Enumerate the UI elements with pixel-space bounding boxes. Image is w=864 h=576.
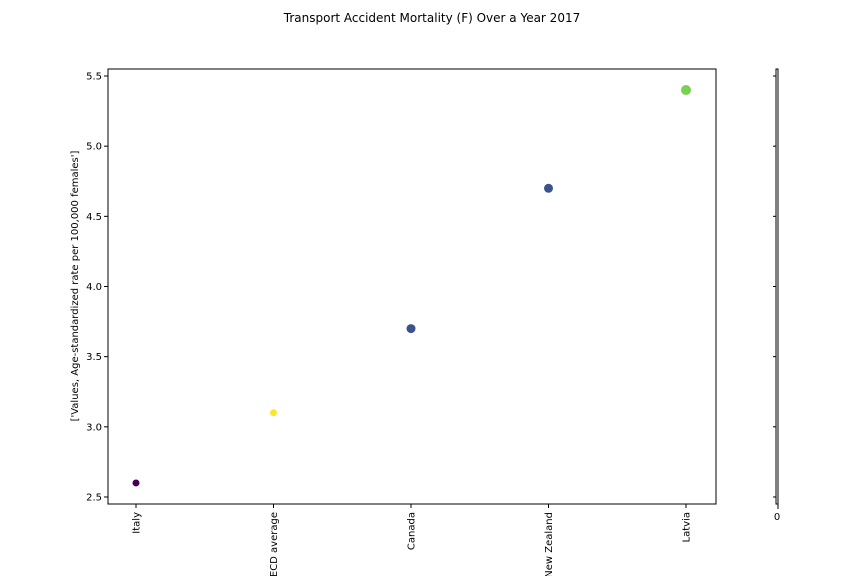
y-tick-label: 3.0 xyxy=(86,422,102,433)
colorbar-tick-label: 0 xyxy=(774,512,780,523)
y-axis-label: ['Values, Age-standardized rate per 100,… xyxy=(70,150,81,421)
data-point xyxy=(544,183,553,193)
x-axis-ticks: Italy OECD average Canada New Zealand Latvia xyxy=(132,504,693,576)
y-tick-label: 5.0 xyxy=(86,142,102,153)
colorbar: 0 xyxy=(774,68,780,523)
data-point xyxy=(681,85,691,96)
data-point xyxy=(270,409,277,417)
x-tick-label: Italy xyxy=(132,512,143,534)
y-tick-label: 2.5 xyxy=(86,492,102,503)
plot-area-frame xyxy=(107,68,717,505)
y-axis-ticks: 2.5 3.0 3.5 4.0 4.5 5.0 5.5 xyxy=(86,72,776,503)
data-point xyxy=(406,324,416,334)
colorbar-frame xyxy=(775,68,779,505)
y-tick-label: 5.5 xyxy=(86,72,102,83)
x-tick-label: Latvia xyxy=(682,512,693,542)
y-tick-label: 4.0 xyxy=(86,282,102,293)
x-tick-label: OECD average xyxy=(269,512,280,576)
data-points xyxy=(132,85,691,487)
x-tick-label: Canada xyxy=(407,512,418,550)
x-tick-label: New Zealand xyxy=(544,512,555,576)
chart-title: Transport Accident Mortality (F) Over a … xyxy=(283,11,580,25)
data-point xyxy=(132,479,140,487)
y-tick-label: 3.5 xyxy=(86,352,102,363)
y-tick-label: 4.5 xyxy=(86,212,102,223)
